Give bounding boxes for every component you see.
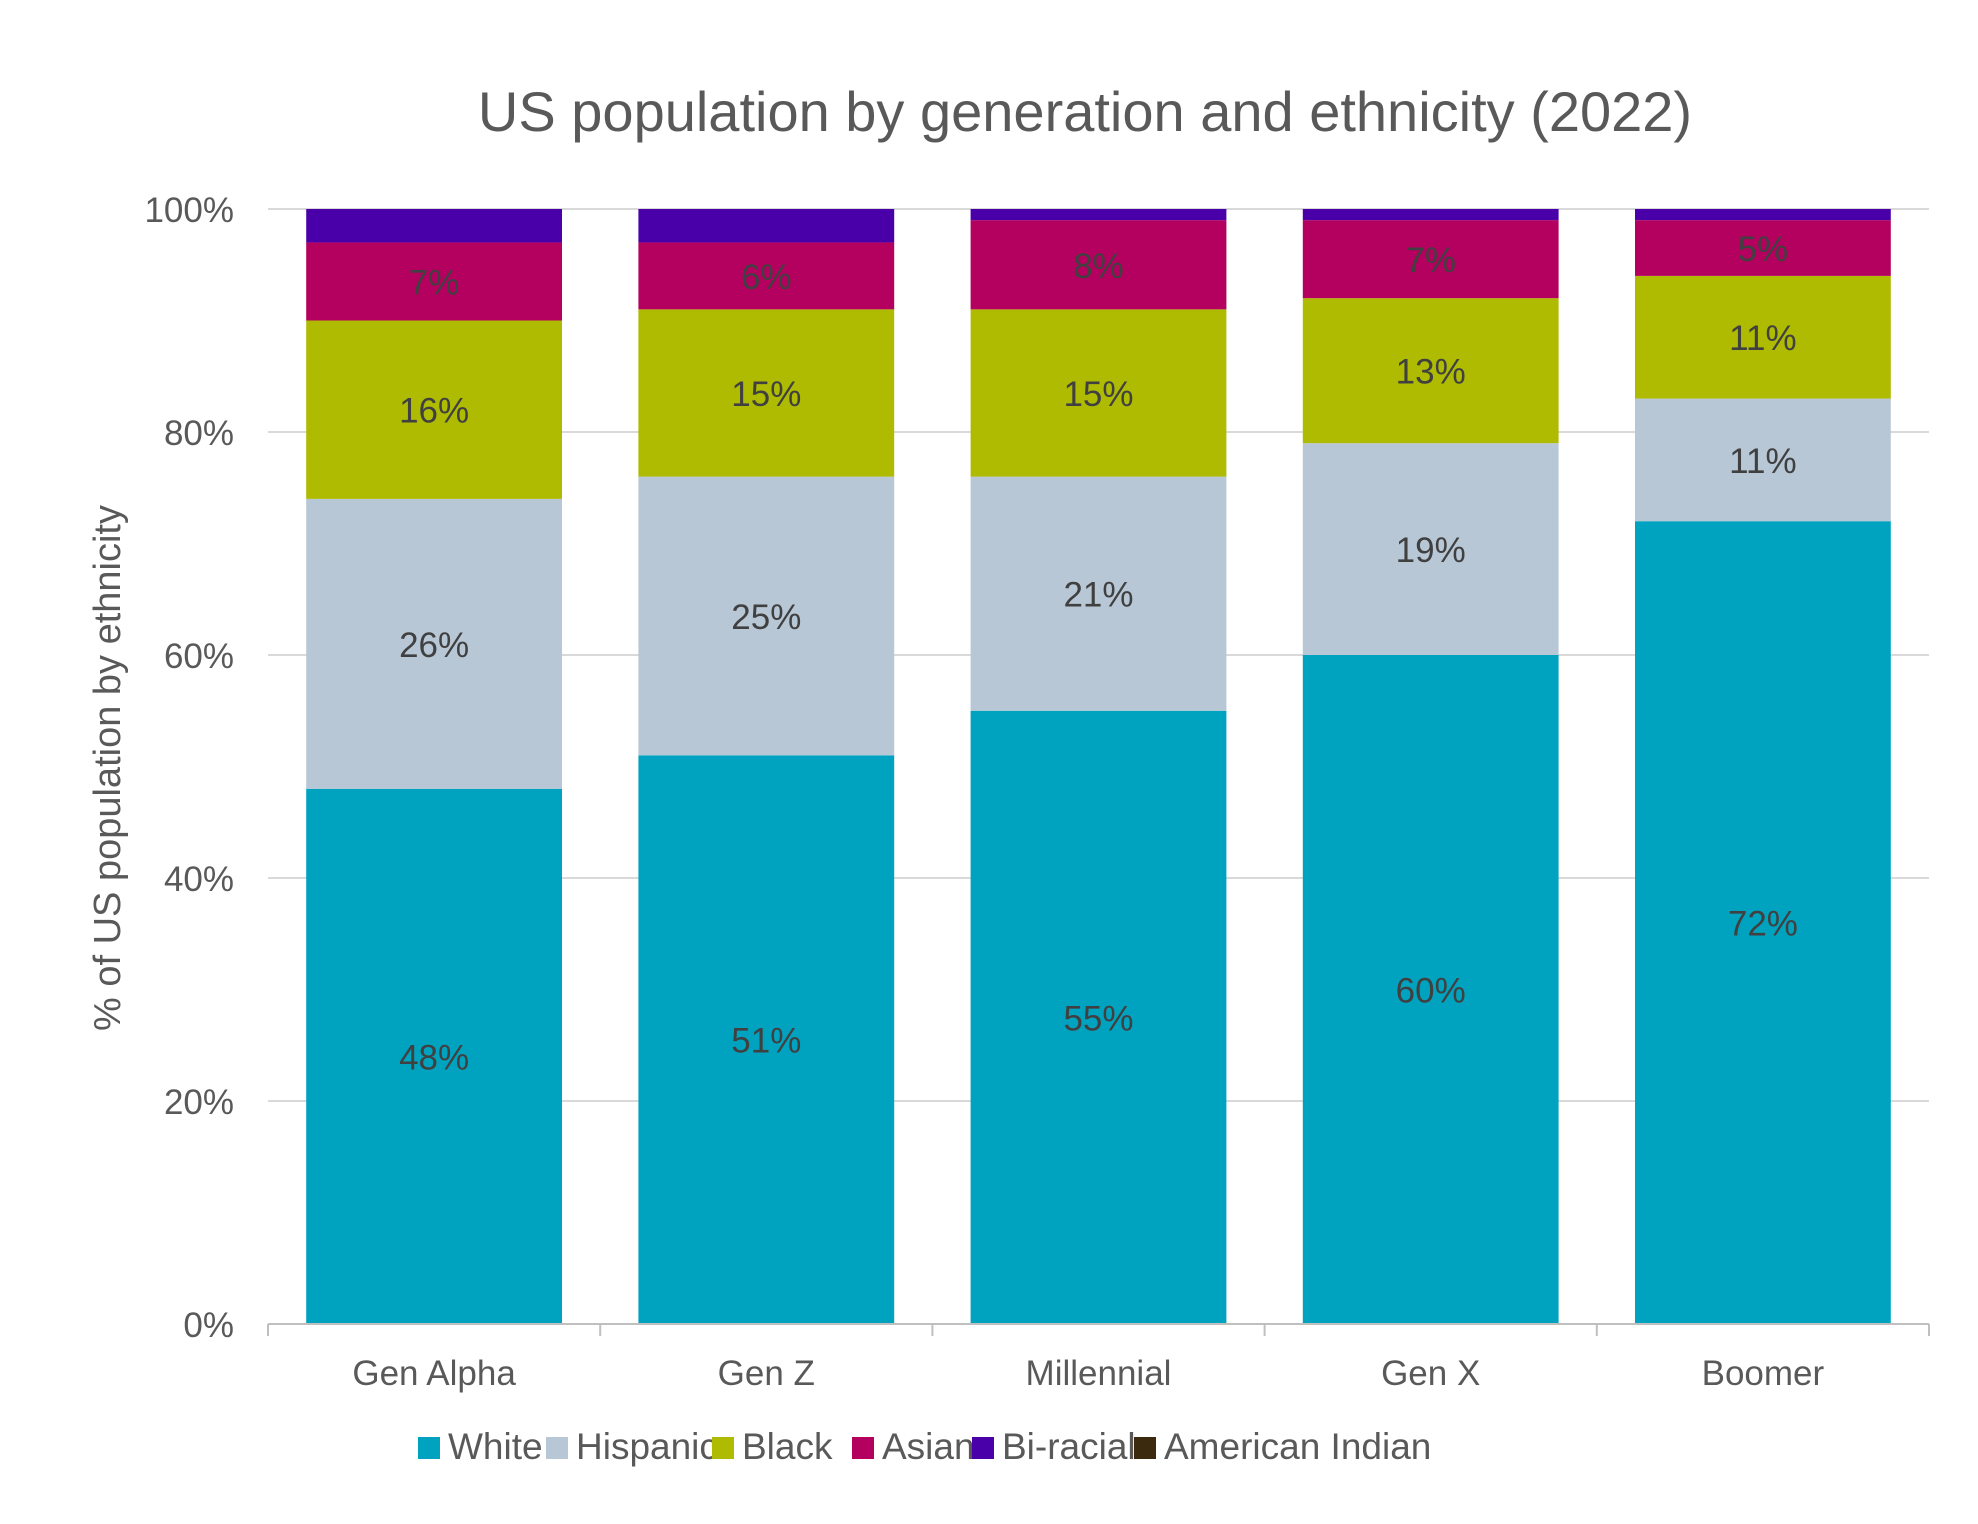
bar-segment [1635, 209, 1891, 221]
data-label: 21% [1063, 576, 1133, 615]
data-label: 60% [1396, 972, 1466, 1011]
bar-segment [970, 309, 1227, 477]
x-tick-label: Gen Alpha [352, 1354, 516, 1393]
data-label: 25% [731, 598, 801, 637]
data-label: 7% [1405, 241, 1456, 280]
bar-segment [1302, 298, 1559, 444]
bar-segment [970, 710, 1227, 1324]
x-tick-label: Gen X [1381, 1354, 1480, 1393]
legend-swatch [972, 1437, 994, 1459]
bar-segment [1635, 220, 1891, 276]
bar-segment [1635, 275, 1891, 399]
bars-layer [306, 209, 1891, 1324]
y-tick-label: 0% [183, 1306, 234, 1345]
legend-label: Black [742, 1426, 833, 1467]
x-tick-label: Millennial [1026, 1354, 1172, 1393]
data-label: 7% [409, 263, 460, 302]
data-label: 11% [1729, 319, 1796, 358]
bar-segment [970, 220, 1227, 310]
legend-label: Asian [882, 1426, 975, 1467]
x-tick-label: Boomer [1702, 1354, 1825, 1393]
bar-segment [638, 209, 895, 243]
bar-segment [1635, 398, 1891, 522]
data-label: 15% [731, 375, 801, 414]
bar-segment [1302, 220, 1559, 299]
data-label: 15% [1063, 375, 1133, 414]
data-label: 55% [1063, 999, 1133, 1038]
legend-swatch [1134, 1437, 1156, 1459]
data-label: 26% [399, 626, 469, 665]
bar-segment [306, 498, 562, 789]
legend-swatch [852, 1437, 874, 1459]
data-label: 11% [1729, 442, 1796, 481]
legend-swatch [418, 1437, 440, 1459]
data-label: 8% [1073, 247, 1124, 286]
bar-segment [306, 209, 562, 243]
bar-segment [306, 320, 562, 499]
data-label: 13% [1396, 353, 1466, 392]
y-tick-label: 20% [164, 1083, 234, 1122]
x-tick-label: Gen Z [718, 1354, 815, 1393]
y-tick-label: 60% [164, 637, 234, 676]
bar-segment [1302, 209, 1559, 221]
bar-segment [306, 242, 562, 321]
data-label: 72% [1728, 905, 1798, 944]
legend: White Hispanic Black Asian Bi-racial American… [418, 1426, 1431, 1467]
data-label: 5% [1738, 230, 1789, 269]
legend-label: Bi-racial [1002, 1426, 1136, 1467]
bar-segment [638, 242, 895, 310]
legend-label: American Indian [1164, 1426, 1431, 1467]
data-label: 51% [731, 1022, 801, 1061]
legend-swatch [546, 1437, 568, 1459]
y-axis-title: % of US population by ethnicity [87, 505, 129, 1031]
data-label: 16% [399, 392, 469, 431]
legend-swatch [712, 1437, 734, 1459]
legend-label: Hispanic [576, 1426, 718, 1467]
bar-segment [1635, 521, 1891, 1324]
bar-segment [1302, 655, 1559, 1324]
data-label: 6% [741, 258, 792, 297]
y-tick-label: 80% [164, 414, 234, 453]
data-labels-layer: 48% 26% 16% 7% 51% 25% 15% 6% 55% 21% 15% 8% 60% 19% 1… [399, 230, 1798, 1077]
bar-segment [970, 476, 1227, 711]
y-tick-label: 40% [164, 860, 234, 899]
bar-segment [638, 476, 895, 756]
bar-segment [1302, 443, 1559, 655]
bar-segment [638, 309, 895, 477]
data-label: 48% [399, 1038, 469, 1077]
data-label: 19% [1396, 531, 1466, 570]
bar-segment [970, 209, 1227, 221]
chart-title: US population by generation and ethnicit… [478, 80, 1692, 143]
bar-segment [306, 788, 562, 1324]
axis-layer: 0% 20% 40% 60% 80% 100% Gen Alpha Gen Z Millenni… [144, 191, 1930, 1393]
y-tick-label: 100% [144, 191, 234, 230]
legend-label: White [448, 1426, 543, 1467]
bar-segment [638, 755, 895, 1324]
